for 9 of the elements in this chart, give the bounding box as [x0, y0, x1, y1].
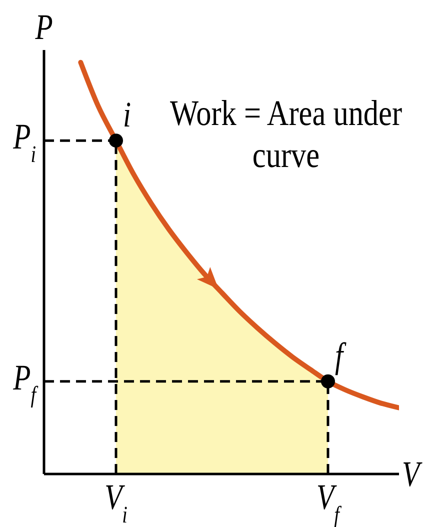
- x-axis-title: V: [402, 455, 424, 495]
- annotation: Work = Area under curve: [168, 92, 404, 176]
- y-axis-title: P: [34, 8, 53, 48]
- x-tick-label: V$_{i}$: [104, 478, 128, 527]
- x-tick-label: V$_{f}$: [316, 478, 342, 527]
- ref-line-label: P$_{i}$: [12, 118, 36, 168]
- annotation: i: [123, 96, 132, 136]
- ref-line-label: P$_{f}$: [12, 358, 39, 408]
- annotation: f: [334, 336, 346, 376]
